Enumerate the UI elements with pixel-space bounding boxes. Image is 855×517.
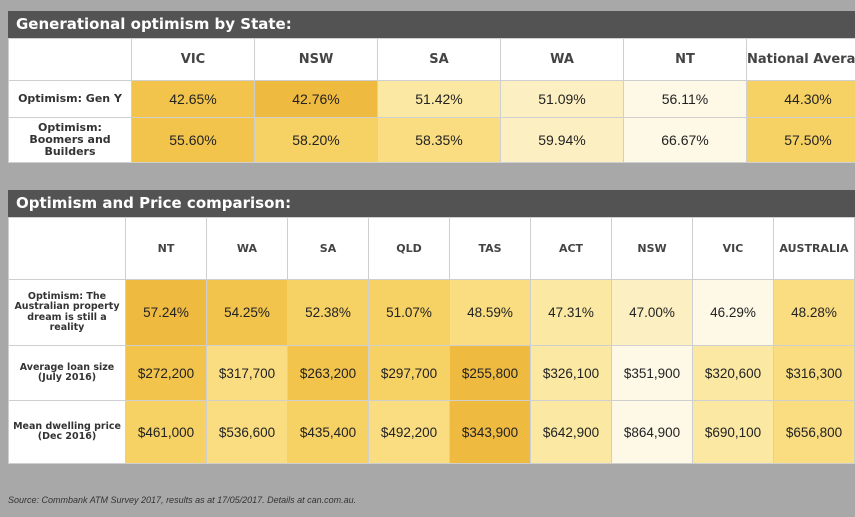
- price-comparison-panel: Optimism and Price comparison: NT WA SA QLD…: [8, 190, 855, 464]
- value-cell: 66.67%: [623, 117, 747, 163]
- value-cell: $317,700: [206, 345, 288, 401]
- value-cell: 52.38%: [287, 279, 369, 346]
- column-header: WA: [500, 38, 624, 81]
- value-cell: 42.65%: [131, 80, 255, 118]
- value-cell: 51.42%: [377, 80, 501, 118]
- state-optimism-title: Generational optimism by State:: [8, 11, 855, 38]
- column-header: TAS: [449, 217, 531, 280]
- corner-cell: [8, 217, 126, 280]
- row-label: Mean dwelling price (Dec 2016): [8, 400, 126, 464]
- column-header: AUSTRALIA: [773, 217, 855, 280]
- value-cell: 47.31%: [530, 279, 612, 346]
- value-cell: 55.60%: [131, 117, 255, 163]
- column-header: WA: [206, 217, 288, 280]
- row-label: Optimism: The Australian property dream …: [8, 279, 126, 346]
- value-cell: 42.76%: [254, 80, 378, 118]
- column-header: VIC: [692, 217, 774, 280]
- price-comparison-title: Optimism and Price comparison:: [8, 190, 855, 217]
- value-cell: 47.00%: [611, 279, 693, 346]
- value-cell: 56.11%: [623, 80, 747, 118]
- value-cell: 44.30%: [746, 80, 855, 118]
- value-cell: $272,200: [125, 345, 207, 401]
- column-header: NT: [623, 38, 747, 81]
- row-label: Optimism: Gen Y: [8, 80, 132, 118]
- source-note: Source: Commbank ATM Survey 2017, result…: [8, 495, 357, 505]
- column-header: NSW: [611, 217, 693, 280]
- value-cell: 58.35%: [377, 117, 501, 163]
- table-row: Average loan size (July 2016) $272,200 $31…: [8, 345, 855, 401]
- value-cell: $690,100: [692, 400, 774, 464]
- column-header: SA: [287, 217, 369, 280]
- value-cell: $656,800: [773, 400, 855, 464]
- table-row: Optimism: Gen Y 42.65% 42.76% 51.42% 51.09% 5…: [8, 80, 855, 118]
- value-cell: $343,900: [449, 400, 531, 464]
- value-cell: 54.25%: [206, 279, 288, 346]
- value-cell: 59.94%: [500, 117, 624, 163]
- state-optimism-panel: Generational optimism by State: VIC NSW SA…: [8, 11, 855, 163]
- value-cell: $326,100: [530, 345, 612, 401]
- column-header: NT: [125, 217, 207, 280]
- value-cell: 48.59%: [449, 279, 531, 346]
- value-cell: 48.28%: [773, 279, 855, 346]
- value-cell: 57.24%: [125, 279, 207, 346]
- table-row: Mean dwelling price (Dec 2016) $461,000 $5…: [8, 400, 855, 464]
- value-cell: $316,300: [773, 345, 855, 401]
- value-cell: 46.29%: [692, 279, 774, 346]
- value-cell: $255,800: [449, 345, 531, 401]
- table-row: Optimism: The Australian property dream …: [8, 279, 855, 346]
- value-cell: $351,900: [611, 345, 693, 401]
- value-cell: $320,600: [692, 345, 774, 401]
- row-label: Average loan size (July 2016): [8, 345, 126, 401]
- value-cell: $642,900: [530, 400, 612, 464]
- value-cell: 51.07%: [368, 279, 450, 346]
- column-header: NSW: [254, 38, 378, 81]
- value-cell: $536,600: [206, 400, 288, 464]
- value-cell: $492,200: [368, 400, 450, 464]
- value-cell: $864,900: [611, 400, 693, 464]
- value-cell: $435,400: [287, 400, 369, 464]
- row-label: Optimism: Boomers and Builders: [8, 117, 132, 163]
- price-comparison-table: NT WA SA QLD TAS ACT NSW VIC AUSTRALIA Optimism: …: [8, 217, 855, 464]
- corner-cell: [8, 38, 132, 81]
- value-cell: 57.50%: [746, 117, 855, 163]
- column-header: VIC: [131, 38, 255, 81]
- column-header: National Average: [746, 38, 855, 81]
- value-cell: $297,700: [368, 345, 450, 401]
- value-cell: 51.09%: [500, 80, 624, 118]
- column-header: ACT: [530, 217, 612, 280]
- column-header: QLD: [368, 217, 450, 280]
- value-cell: $263,200: [287, 345, 369, 401]
- table-row: Optimism: Boomers and Builders 55.60% 58.2…: [8, 117, 855, 163]
- value-cell: 58.20%: [254, 117, 378, 163]
- column-header: SA: [377, 38, 501, 81]
- value-cell: $461,000: [125, 400, 207, 464]
